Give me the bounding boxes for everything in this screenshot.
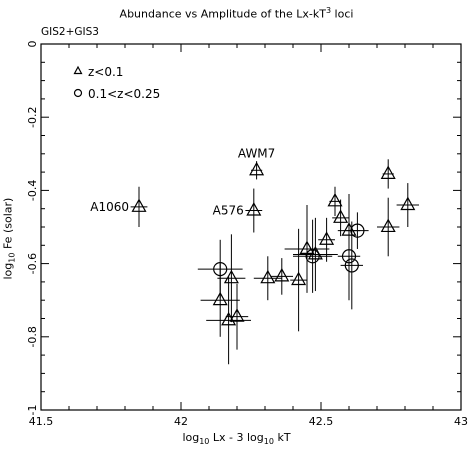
data-point-circle [213,261,228,277]
y-tick-label: -0.6 [26,253,39,274]
x-axis-label-part: Lx - 3 log [209,431,264,444]
x-tick-label: 43 [454,415,468,428]
y-axis-label-part: Fe (solar) [1,197,15,253]
data-point-triangle [229,308,245,322]
legend-marker-triangle [73,65,83,75]
x-tick-label: 42 [174,415,188,428]
x-axis-label-sub: 10 [199,437,210,447]
x-axis-label-sub: 10 [263,437,274,447]
data-point-triangle [327,192,343,207]
data-point-triangle [246,202,262,216]
data-point-triangle [274,267,290,282]
x-tick-label: 42.5 [309,415,334,428]
data-point-circle [344,258,359,273]
y-tick-label: -0.8 [26,326,39,347]
data-point-triangle [380,218,396,233]
y-tick-label: -0.4 [26,180,39,201]
legend-label: z<0.1 [88,65,123,79]
data-point-triangle [319,231,335,245]
point-annotation-label: A576 [213,204,244,218]
data-point-circle [350,223,365,238]
chart-title: Abundance vs Amplitude of the Lx-kT3 loc… [0,6,473,21]
chart-subtitle: GIS2+GIS3 [41,26,99,38]
point-annotation-label: AWM7 [238,146,275,160]
legend-marker-circle [73,88,83,98]
data-point-triangle [223,269,239,284]
data-point-triangle [380,165,396,179]
point-annotation-label: A1060 [90,200,129,214]
data-point-triangle [291,271,307,286]
chart-title-exponent: 3 [325,6,332,15]
chart-title-suffix: loci [331,7,354,21]
y-tick-label: -0.2 [26,106,39,127]
y-axis-label-sub: 10 [7,252,17,263]
x-axis-label-part: log [182,431,200,444]
x-axis-label-part: kT [273,431,291,444]
data-point-triangle [249,161,265,176]
y-tick-label: 0 [26,41,39,48]
y-axis-label: log10 Fe (solar) [1,179,16,299]
x-tick-label: 41.5 [29,415,54,428]
y-axis-label-part: log [1,262,15,280]
x-axis-label: log10 Lx - 3 log10 kT [0,431,473,446]
chart-title-text: Abundance vs Amplitude of the Lx-kT [119,7,326,21]
data-point-triangle [212,291,228,306]
data-point-circle [341,249,357,264]
y-tick-label: -1 [26,405,39,416]
data-point-triangle [131,198,147,212]
data-point-circle [305,249,320,264]
data-point-triangle [333,209,349,223]
data-point-triangle [400,196,416,211]
legend-label: 0.1<z<0.25 [88,87,160,101]
